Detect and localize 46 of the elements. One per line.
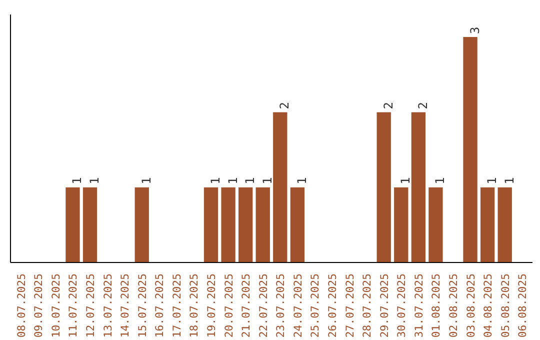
x-tick-label: 14.07.2025 bbox=[118, 274, 132, 338]
data-label: 1 bbox=[70, 177, 84, 184]
x-tick-label: 15.07.2025 bbox=[136, 274, 149, 338]
x-tick-label: 28.07.2025 bbox=[360, 274, 374, 338]
data-label: 1 bbox=[502, 177, 516, 184]
data-label: 1 bbox=[485, 177, 500, 184]
x-tick-label: 13.07.2025 bbox=[101, 274, 114, 338]
x-tick-label: 22.07.2025 bbox=[256, 274, 270, 338]
x-tick-label: 01.08.2025 bbox=[430, 274, 443, 338]
x-tick-label: 25.07.2025 bbox=[308, 274, 322, 338]
x-tick-label: 29.07.2025 bbox=[378, 274, 391, 338]
x-tick-label: 27.07.2025 bbox=[343, 274, 356, 338]
x-tick-label: 20.07.2025 bbox=[222, 274, 236, 338]
x-tick-label: 16.07.2025 bbox=[153, 274, 166, 338]
x-tick-label: 18.07.2025 bbox=[188, 274, 201, 338]
data-label: 1 bbox=[139, 177, 154, 184]
x-tick-label: 17.07.2025 bbox=[170, 274, 184, 338]
data-label: 1 bbox=[294, 177, 309, 184]
x-tick-label: 24.07.2025 bbox=[291, 274, 304, 338]
data-label: 3 bbox=[468, 26, 482, 34]
data-label: 2 bbox=[381, 102, 396, 110]
x-tick-label: 08.07.2025 bbox=[14, 274, 28, 338]
x-tick-label: 09.07.2025 bbox=[32, 274, 46, 338]
x-tick-label: 12.07.2025 bbox=[84, 274, 98, 338]
data-label: 1 bbox=[208, 177, 223, 184]
x-tick-label: 04.08.2025 bbox=[482, 274, 495, 338]
x-tick-label: 06.08.2025 bbox=[516, 274, 530, 338]
data-label: 1 bbox=[243, 177, 258, 184]
x-tick-label: 19.07.2025 bbox=[205, 274, 218, 338]
x-tick-label: 30.07.2025 bbox=[395, 274, 408, 338]
data-label: 2 bbox=[416, 102, 430, 110]
x-tick-label: 11.07.2025 bbox=[66, 274, 80, 338]
x-tick-label: 23.07.2025 bbox=[274, 274, 288, 338]
x-tick-label: 02.08.2025 bbox=[446, 274, 460, 338]
x-tick-label: 26.07.2025 bbox=[326, 274, 339, 338]
x-tick-label: 21.07.2025 bbox=[240, 274, 253, 338]
x-tick-label: 05.08.2025 bbox=[498, 274, 512, 338]
x-tick-label: 31.07.2025 bbox=[412, 274, 426, 338]
x-tick-label: 10.07.2025 bbox=[49, 274, 62, 338]
x-tick-label: 03.08.2025 bbox=[464, 274, 478, 338]
data-label: 1 bbox=[226, 177, 240, 184]
data-label: 1 bbox=[398, 177, 413, 184]
data-label: 1 bbox=[260, 177, 274, 184]
data-label: 1 bbox=[88, 177, 102, 184]
data-label: 1 bbox=[433, 177, 448, 184]
data-label: 2 bbox=[278, 102, 292, 110]
